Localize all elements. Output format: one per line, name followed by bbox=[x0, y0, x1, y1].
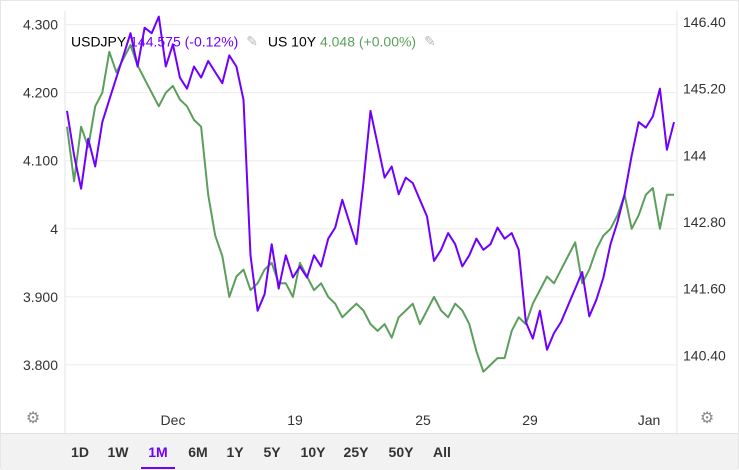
left-axis-tick-label: 4 bbox=[50, 221, 58, 237]
range-button-1y[interactable]: 1Y bbox=[226, 444, 244, 460]
left-axis-tick-label: 4.200 bbox=[23, 85, 58, 101]
x-axis-tick-label: 25 bbox=[415, 412, 431, 428]
right-axis-tick-label: 141.60 bbox=[683, 281, 726, 297]
legend-usdjpy-symbol: USDJPY bbox=[71, 33, 127, 50]
chart-legend: USDJPY 144.575 (-0.12%) ✎ US 10Y 4.048 (… bbox=[71, 32, 442, 50]
x-axis-tick-label: 19 bbox=[287, 412, 303, 428]
left-axis-tick-label: 3.800 bbox=[23, 357, 58, 373]
range-button-1m[interactable]: 1M bbox=[148, 444, 168, 460]
active-range-underline bbox=[141, 467, 175, 469]
range-button-50y[interactable]: 50Y bbox=[388, 444, 414, 460]
range-selector: 1D 1W 1M 6M 1Y 5Y 10Y 25Y 50Y All bbox=[1, 433, 738, 470]
legend-usdjpy-value: 144.575 (-0.12%) bbox=[130, 33, 239, 50]
left-axis-tick-label: 4.300 bbox=[23, 17, 58, 33]
pencil-icon[interactable]: ✎ bbox=[246, 32, 258, 49]
series-line-us10y bbox=[66, 44, 674, 373]
range-button-5y[interactable]: 5Y bbox=[263, 444, 281, 460]
range-button-6m[interactable]: 6M bbox=[188, 444, 208, 460]
range-button-1d[interactable]: 1D bbox=[71, 444, 89, 460]
right-axis-tick-label: 142.80 bbox=[683, 214, 726, 230]
x-axis-tick-label: Jan bbox=[638, 412, 661, 428]
right-axis-tick-label: 140.40 bbox=[683, 347, 726, 363]
right-axis-tick-label: 146.40 bbox=[683, 14, 726, 30]
range-button-1w[interactable]: 1W bbox=[107, 444, 129, 460]
legend-us10y-value: 4.048 (+0.00%) bbox=[319, 33, 417, 50]
chart-canvas[interactable]: 4.300 4.200 4.100 4 3.900 3.800 146.40 145.20 14… bbox=[1, 1, 739, 433]
right-axis-gear-icon[interactable]: ⚙ bbox=[699, 410, 715, 427]
x-axis-tick-label: Dec bbox=[161, 412, 186, 428]
x-axis-tick-label: 29 bbox=[522, 412, 538, 428]
range-button-all[interactable]: All bbox=[433, 444, 451, 460]
left-axis-tick-label: 4.100 bbox=[23, 153, 58, 169]
series-line-usdjpy bbox=[66, 15, 675, 351]
range-button-10y[interactable]: 10Y bbox=[300, 444, 326, 460]
pencil-icon[interactable]: ✎ bbox=[423, 32, 436, 49]
range-button-25y[interactable]: 25Y bbox=[343, 444, 369, 460]
left-axis-tick-label: 3.900 bbox=[23, 289, 58, 305]
right-axis-tick-label: 144 bbox=[683, 147, 707, 163]
right-axis-tick-label: 145.20 bbox=[683, 81, 726, 97]
legend-us10y-symbol: US 10Y bbox=[267, 33, 317, 50]
left-axis-gear-icon[interactable]: ⚙ bbox=[25, 410, 41, 427]
